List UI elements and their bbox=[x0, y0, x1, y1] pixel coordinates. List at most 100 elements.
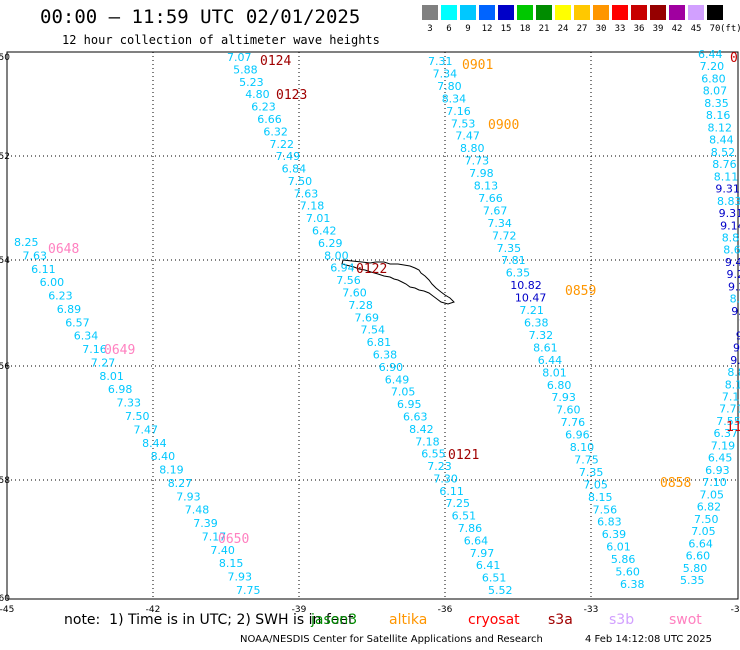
swh-value: 4.80 bbox=[245, 88, 270, 101]
swh-value: 6.45 bbox=[708, 452, 733, 465]
legend-label: 30 bbox=[595, 24, 607, 34]
pass-time-label: 0900 bbox=[488, 118, 519, 133]
satellite-name: cryosat bbox=[468, 612, 520, 628]
pass-time-label: 0121 bbox=[448, 448, 479, 463]
legend-unit: (ft) bbox=[720, 24, 740, 34]
swh-value: 7.47 bbox=[134, 423, 159, 436]
swh-value: 8.11 bbox=[714, 170, 739, 183]
swh-value: 6.80 bbox=[701, 73, 726, 86]
swh-value: 8.16 bbox=[706, 109, 731, 122]
swh-value: 7.56 bbox=[336, 274, 361, 287]
swh-value: 6.64 bbox=[688, 537, 713, 550]
swh-value: 9.4 bbox=[730, 354, 740, 367]
swh-value: 8.44 bbox=[709, 134, 734, 147]
swh-value: 5.23 bbox=[239, 76, 264, 89]
map-frame bbox=[6, 51, 739, 600]
satellite-name: s3a bbox=[548, 612, 573, 628]
swh-value: 6.66 bbox=[257, 113, 282, 126]
swh-value: 10.47 bbox=[515, 292, 547, 305]
swh-value: 7.56 bbox=[593, 503, 618, 516]
swh-value: 7.35 bbox=[497, 242, 521, 255]
swh-value: 6.41 bbox=[476, 559, 501, 572]
swh-value: 8.15 bbox=[219, 557, 244, 570]
timestamp-text: 4 Feb 14:12:08 UTC 2025 bbox=[585, 634, 712, 645]
swh-value: 7.05 bbox=[691, 525, 716, 538]
swh-value: 8.88 bbox=[730, 293, 740, 306]
swh-value: 7.34 bbox=[487, 217, 512, 230]
swh-value: 7.63 bbox=[294, 187, 319, 200]
swh-value: 7.27 bbox=[91, 357, 116, 370]
swh-value: 7.50 bbox=[694, 513, 719, 526]
swh-value: 7.21 bbox=[519, 304, 544, 317]
swh-value: 5.80 bbox=[683, 562, 708, 575]
swh-value: 9.31 bbox=[715, 183, 740, 196]
swh-value: 7.20 bbox=[700, 60, 725, 73]
swh-value: 6.93 bbox=[705, 464, 730, 477]
swh-value: 7.93 bbox=[228, 571, 253, 584]
swh-value: 9.14 bbox=[720, 219, 740, 232]
legend-swatch bbox=[441, 5, 457, 20]
swh-value: 6.29 bbox=[318, 237, 343, 250]
legend-label: 27 bbox=[576, 24, 588, 34]
legend-swatch bbox=[669, 5, 685, 20]
swh-value: 6.34 bbox=[74, 330, 99, 343]
legend-swatch bbox=[498, 5, 514, 20]
swh-value: 7.28 bbox=[348, 299, 373, 312]
swh-value: 6.01 bbox=[606, 541, 631, 554]
swh-value: 6.38 bbox=[524, 317, 549, 330]
swh-value: 6.23 bbox=[251, 101, 275, 114]
swh-value: 8.00 bbox=[324, 249, 349, 262]
pass-time-label: 0859 bbox=[565, 284, 596, 299]
page-title: 00:00 – 11:59 UTC 02/01/2025 bbox=[40, 6, 361, 28]
swh-value: 5.60 bbox=[615, 566, 640, 579]
legend-label: 45 bbox=[690, 24, 702, 34]
swh-value: 8.27 bbox=[168, 477, 193, 490]
swh-value: 7.75 bbox=[574, 454, 599, 467]
lat-tick-label: -58 bbox=[0, 476, 10, 486]
swh-value: 8.40 bbox=[151, 450, 176, 463]
swh-value: 7.71 bbox=[719, 403, 740, 416]
legend-swatch bbox=[707, 5, 723, 20]
legend-swatch bbox=[650, 5, 666, 20]
pass-time-label: 0648 bbox=[48, 242, 79, 257]
swh-value: 6.35 bbox=[506, 267, 531, 280]
lat-tick-label: -50 bbox=[0, 53, 10, 63]
swh-value: 7.63 bbox=[23, 249, 48, 262]
legend-label: 70 bbox=[709, 24, 721, 34]
swh-value: 8.44 bbox=[142, 437, 167, 450]
swh-value: 7.53 bbox=[451, 117, 476, 130]
legend-swatch bbox=[460, 5, 476, 20]
swh-value: 6.51 bbox=[452, 510, 477, 523]
swh-value: 7.07 bbox=[227, 51, 252, 64]
swh-value: 7.16 bbox=[722, 391, 740, 404]
swh-value: 6.96 bbox=[565, 429, 590, 442]
swh-value: 6.42 bbox=[312, 225, 337, 238]
swh-value: 6.23 bbox=[48, 290, 72, 303]
legend-swatch bbox=[688, 5, 704, 20]
swh-value: 7.55 bbox=[716, 415, 740, 428]
swh-value: 7.72 bbox=[492, 229, 517, 242]
swh-value: 8.80 bbox=[460, 142, 485, 155]
swh-value: 8.10 bbox=[570, 441, 595, 454]
pass-time-label: 0650 bbox=[218, 532, 249, 547]
swh-value: 6.44 bbox=[538, 354, 563, 367]
swh-value: 7.49 bbox=[276, 150, 301, 163]
pass-time-label: 0649 bbox=[104, 343, 135, 358]
credit-text: NOAA/NESDIS Center for Satellite Applica… bbox=[240, 634, 543, 645]
swh-value: 8.83 bbox=[717, 195, 740, 208]
swh-value: 7.34 bbox=[433, 68, 458, 81]
swh-value: 7.01 bbox=[306, 212, 331, 225]
swh-value: 6.63 bbox=[403, 411, 428, 424]
pass-time-label: 0858 bbox=[660, 476, 691, 491]
swh-value: 7.98 bbox=[469, 167, 494, 180]
swh-value: 8.01 bbox=[99, 370, 124, 383]
swh-value: 7.75 bbox=[236, 584, 261, 597]
legend-label: 9 bbox=[465, 24, 471, 34]
legend-label: 6 bbox=[446, 24, 452, 34]
swh-value: 6.95 bbox=[397, 398, 422, 411]
swh-value: 6.38 bbox=[373, 349, 398, 362]
swh-value: 9.38 bbox=[731, 305, 740, 318]
swh-value: 6.11 bbox=[31, 263, 55, 276]
swh-value: 6.37 bbox=[714, 427, 739, 440]
swh-value: 7.81 bbox=[501, 254, 525, 267]
